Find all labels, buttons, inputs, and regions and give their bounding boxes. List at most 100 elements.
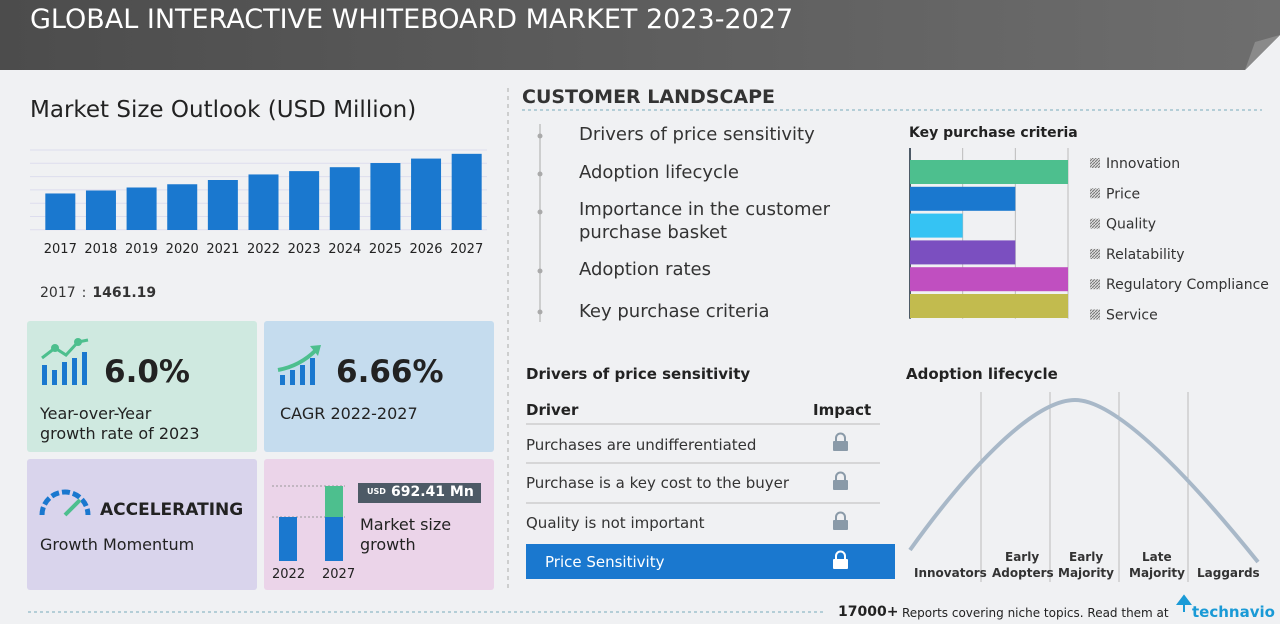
bar — [126, 187, 157, 230]
table-row: Purchases are undifferentiated — [526, 436, 757, 454]
brand: technavio — [1192, 603, 1275, 621]
kpi-card — [264, 321, 494, 452]
x-tick-label: 2018 — [84, 242, 117, 257]
stage-label: Innovators — [914, 566, 987, 580]
bar — [910, 213, 963, 238]
corner-fold — [1245, 35, 1280, 70]
column-header: Impact — [813, 401, 872, 419]
x-tick-label: 2023 — [288, 242, 321, 257]
landscape-item: Key purchase criteria — [579, 301, 770, 322]
stage-label: Majority — [1058, 566, 1114, 580]
kpi-card — [27, 459, 257, 590]
kpi-label: growth rate of 2023 — [40, 424, 200, 443]
bar — [910, 294, 1068, 318]
kpi-label: CAGR 2022-2027 — [280, 404, 418, 423]
footer-text: Reports covering niche topics. Read them… — [902, 606, 1169, 620]
cagr-icon — [277, 345, 321, 385]
chart-title: Market Size Outlook (USD Million) — [30, 97, 417, 123]
momentum-label: Growth Momentum — [40, 535, 195, 554]
x-tick-label: 2021 — [206, 242, 239, 257]
momentum-title: ACCELERATING — [100, 500, 244, 520]
stage-label: Adopters — [992, 566, 1054, 580]
bar — [910, 267, 1068, 292]
growth-mini-bars — [272, 483, 481, 561]
table-row: Quality is not important — [526, 514, 705, 532]
x-tick-label: 2020 — [166, 242, 199, 257]
x-tick-label: 2017 — [44, 242, 77, 257]
table-row: Purchase is a key cost to the buyer — [526, 474, 790, 492]
bar — [451, 153, 482, 230]
bar — [910, 240, 1016, 265]
legend-label: Innovation — [1106, 156, 1180, 172]
bar — [329, 167, 360, 230]
kpi-value: 6.66% — [336, 354, 444, 390]
kpi-label: Year-over-Year — [40, 404, 152, 423]
growth-year: 2027 — [322, 567, 356, 582]
stage-label: Late — [1142, 550, 1172, 564]
legend-swatch — [1090, 158, 1100, 168]
gauge-icon — [39, 489, 91, 517]
legend-label: Service — [1106, 308, 1158, 324]
section-title: CUSTOMER LANDSCAPE — [522, 86, 776, 108]
landscape-item: Importance in the customer — [579, 199, 831, 220]
table-title: Drivers of price sensitivity — [526, 365, 751, 383]
x-tick-label: 2024 — [328, 242, 361, 257]
currency: USD — [367, 487, 386, 496]
bar — [85, 190, 116, 230]
footer-count: 17000+ — [838, 604, 899, 620]
x-tick-label: 2025 — [369, 242, 402, 257]
legend-label: Regulatory Compliance — [1106, 277, 1269, 293]
landscape-item: Adoption lifecycle — [579, 162, 739, 183]
header-bar — [0, 0, 1280, 70]
landscape-item: Adoption rates — [579, 259, 712, 280]
bar — [910, 186, 1016, 211]
x-tick-label: 2027 — [450, 242, 483, 257]
growth-amount: 692.41 Mn — [391, 484, 474, 500]
growth-label: growth — [360, 535, 416, 554]
bar — [207, 180, 238, 230]
bar — [45, 193, 76, 230]
chart-title: Key purchase criteria — [909, 125, 1078, 141]
kpi-value: 6.0% — [104, 354, 190, 390]
stage-label: Early — [1005, 550, 1040, 564]
year: 2017 — [40, 285, 92, 301]
x-tick-label: 2022 — [247, 242, 280, 257]
column-header: Driver — [526, 401, 579, 419]
growth-year: 2022 — [272, 567, 306, 582]
legend-label: Quality — [1106, 217, 1156, 233]
legend-label: Relatability — [1106, 247, 1185, 263]
page-title: GLOBAL INTERACTIVE WHITEBOARD MARKET 202… — [30, 4, 794, 35]
legend-swatch — [1090, 188, 1100, 199]
bar — [411, 158, 442, 230]
first-value: 20171461.19 — [40, 285, 156, 302]
bar — [370, 163, 401, 230]
lifecycle-curve — [908, 397, 1260, 564]
value: 1461.19 — [92, 285, 157, 301]
bar — [248, 174, 279, 230]
stage-label: Majority — [1129, 566, 1185, 580]
legend-label: Price — [1106, 186, 1140, 202]
growth-label: Market size — [360, 515, 452, 534]
bar — [167, 184, 198, 230]
stage-label: Early — [1069, 550, 1104, 564]
legend-swatch — [1090, 218, 1100, 229]
growth-icon — [41, 338, 89, 385]
legend-swatch — [1090, 309, 1100, 320]
chart-title: Adoption lifecycle — [906, 365, 1058, 383]
timeline-dots — [537, 133, 543, 315]
landscape-item: Drivers of price sensitivity — [579, 124, 815, 145]
summary-label: Price Sensitivity — [545, 553, 665, 571]
table-rules — [526, 423, 880, 504]
x-tick-label: 2019 — [125, 242, 158, 257]
lifecycle-dividers — [980, 392, 1189, 582]
lock-icons — [833, 432, 848, 569]
bar — [289, 171, 320, 230]
brand-logo — [1176, 594, 1192, 612]
x-tick-label: 2026 — [409, 242, 442, 257]
bar — [910, 160, 1068, 184]
legend-swatch — [1090, 248, 1100, 259]
landscape-item: purchase basket — [579, 222, 728, 243]
legend-swatch — [1090, 279, 1100, 290]
